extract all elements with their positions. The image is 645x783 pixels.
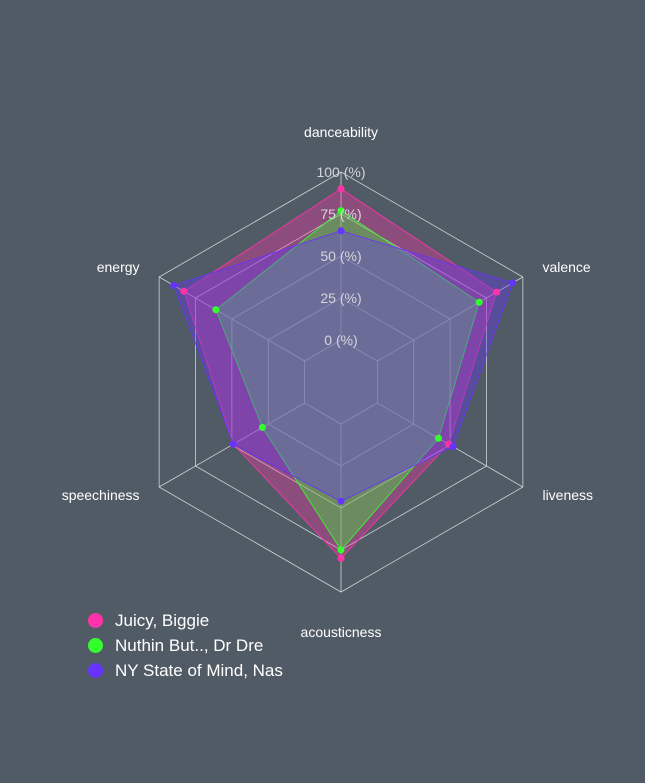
tick-label: 75 (%) bbox=[320, 206, 361, 222]
legend-swatch-icon bbox=[88, 613, 103, 628]
series-2-point-energy[interactable] bbox=[170, 281, 178, 289]
legend-label: Juicy, Biggie bbox=[115, 610, 210, 630]
axis-label-speechiness: speechiness bbox=[62, 487, 140, 503]
legend-swatch-icon bbox=[88, 638, 103, 653]
series-1-point-energy[interactable] bbox=[212, 306, 220, 314]
chart-legend: Juicy, Biggie Nuthin But.., Dr Dre NY Stat… bbox=[88, 608, 283, 683]
radar-series bbox=[170, 185, 517, 562]
legend-label: Nuthin But.., Dr Dre bbox=[115, 635, 264, 655]
legend-item[interactable]: NY State of Mind, Nas bbox=[88, 658, 283, 683]
axis-label-liveness: liveness bbox=[542, 487, 593, 503]
radar-tick-labels: 0 (%) 25 (%) 50 (%) 75 (%) 100 (%) bbox=[316, 164, 365, 348]
series-2-point-speechiness[interactable] bbox=[229, 440, 237, 448]
tick-label: 50 (%) bbox=[320, 248, 361, 264]
series-0-point-acousticness[interactable] bbox=[337, 554, 345, 562]
series-0-point-danceability[interactable] bbox=[337, 185, 345, 193]
series-area-2 bbox=[173, 230, 514, 502]
series-2-point-liveness[interactable] bbox=[449, 443, 457, 451]
radar-axis-labels: danceability valence liveness acousticness s… bbox=[62, 124, 593, 640]
series-1-point-danceability[interactable] bbox=[337, 207, 345, 215]
series-0-point-energy[interactable] bbox=[180, 287, 188, 295]
series-2-point-danceability[interactable] bbox=[337, 227, 345, 235]
series-1-point-valence[interactable] bbox=[475, 298, 483, 306]
radar-grid bbox=[158, 171, 524, 593]
legend-label: NY State of Mind, Nas bbox=[115, 660, 283, 680]
series-1-point-speechiness[interactable] bbox=[258, 423, 266, 431]
series-1-point-liveness[interactable] bbox=[434, 434, 442, 442]
series-0-point-valence[interactable] bbox=[493, 288, 501, 296]
tick-label: 25 (%) bbox=[320, 290, 361, 306]
axis-label-valence: valence bbox=[542, 259, 590, 275]
axis-label-energy: energy bbox=[97, 259, 140, 275]
series-1-point-acousticness[interactable] bbox=[337, 546, 345, 554]
axis-label-acousticness: acousticness bbox=[301, 624, 382, 640]
legend-item[interactable]: Juicy, Biggie bbox=[88, 608, 283, 633]
legend-item[interactable]: Nuthin But.., Dr Dre bbox=[88, 633, 283, 658]
series-2-point-valence[interactable] bbox=[509, 279, 517, 287]
tick-label: 100 (%) bbox=[316, 164, 365, 180]
series-2-point-acousticness[interactable] bbox=[337, 497, 345, 505]
tick-label: 0 (%) bbox=[324, 332, 357, 348]
axis-label-danceability: danceability bbox=[304, 124, 378, 140]
legend-swatch-icon bbox=[88, 663, 103, 678]
